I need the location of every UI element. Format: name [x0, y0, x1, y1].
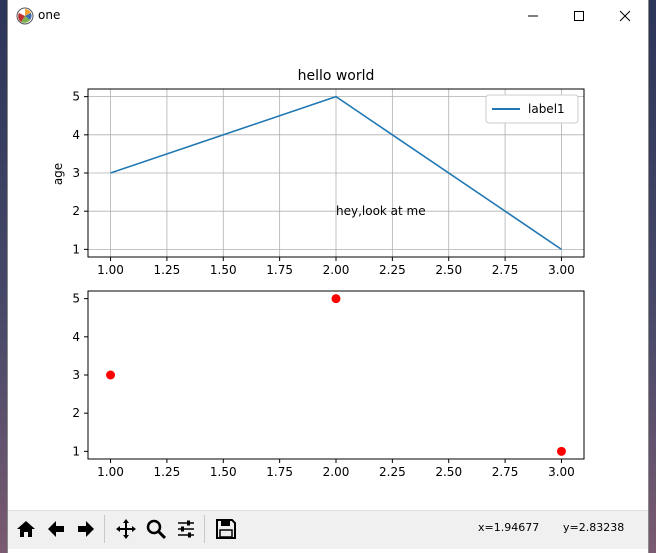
- save-icon: [216, 519, 236, 539]
- y-tick-label: 4: [72, 330, 80, 344]
- figure-canvas[interactable]: hello world age 1.00 1.25 1.50 1.75 2.00 2.25…: [8, 32, 648, 510]
- toolbar-separator: [204, 515, 205, 543]
- back-button[interactable]: [42, 515, 70, 543]
- maximize-icon: [574, 11, 584, 21]
- x-ticks: 1.00 1.25 1.50 1.75 2.00 2.25 2.50 2.75 3.00: [97, 459, 575, 479]
- legend: label1: [485, 94, 579, 124]
- title-bar[interactable]: one: [8, 0, 648, 32]
- x-tick-label: 1.00: [97, 465, 124, 479]
- y-tick-label: 3: [72, 368, 80, 382]
- x-tick-label: 1.25: [154, 263, 181, 277]
- scatter-point: [331, 294, 341, 304]
- y-tick-label: 1: [72, 242, 80, 256]
- y-tick-label: 5: [72, 292, 80, 306]
- figure-window: one hello world age 1.00 1.25 1.50 1.75 2.00…: [8, 0, 648, 553]
- x-tick-label: 1.50: [210, 263, 237, 277]
- y-ticks: 1 2 3 4 5: [72, 90, 88, 256]
- configure-subplots-button[interactable]: [172, 515, 200, 543]
- x-tick-label: 3.00: [548, 263, 575, 277]
- home-button[interactable]: [12, 515, 40, 543]
- plot-canvas[interactable]: hello world age 1.00 1.25 1.50 1.75 2.00 2.25…: [8, 32, 648, 510]
- legend-label: label1: [528, 102, 565, 116]
- back-arrow-icon: [48, 521, 64, 537]
- x-tick-label: 1.00: [97, 263, 124, 277]
- y-ticks: 1 2 3 4 5: [72, 292, 88, 458]
- x-tick-label: 2.00: [323, 263, 350, 277]
- x-tick-label: 2.75: [492, 263, 519, 277]
- top-subplot: hello world age 1.00 1.25 1.50 1.75 2.00 2.25…: [51, 68, 585, 277]
- scatter-point: [556, 446, 566, 456]
- matplotlib-logo-icon: [16, 7, 34, 25]
- configure-subplots-icon: [178, 520, 194, 538]
- x-tick-label: 2.00: [323, 465, 350, 479]
- data-line: [110, 95, 562, 251]
- x-tick-label: 2.25: [379, 465, 406, 479]
- x-tick-label: 3.00: [548, 465, 575, 479]
- pan-button[interactable]: [112, 515, 140, 543]
- y-tick-label: 2: [72, 406, 80, 420]
- forward-button[interactable]: [72, 515, 100, 543]
- x-tick-label: 2.50: [435, 263, 462, 277]
- forward-arrow-icon: [78, 521, 94, 537]
- home-icon: [17, 521, 35, 537]
- x-tick-label: 2.25: [379, 263, 406, 277]
- close-icon: [619, 10, 631, 22]
- x-tick-label: 2.75: [492, 465, 519, 479]
- y-tick-label: 5: [72, 90, 80, 104]
- x-tick-label: 1.75: [266, 465, 293, 479]
- scatter-point: [106, 370, 116, 380]
- axes-frame: [87, 290, 585, 460]
- close-button[interactable]: [602, 0, 648, 32]
- zoom-button[interactable]: [142, 515, 170, 543]
- x-tick-label: 1.25: [154, 465, 181, 479]
- x-tick-label: 1.50: [210, 465, 237, 479]
- chart-title: hello world: [298, 68, 375, 84]
- zoom-icon: [146, 519, 167, 540]
- y-tick-label: 2: [72, 204, 80, 218]
- window-title: one: [38, 8, 61, 22]
- x-tick-label: 1.75: [266, 263, 293, 277]
- scatter-points: [106, 294, 566, 456]
- series-line: [110, 95, 562, 251]
- maximize-button[interactable]: [556, 0, 602, 32]
- cursor-x-readout: x=1.94677: [478, 521, 540, 534]
- cursor-y-readout: y=2.83238: [563, 521, 625, 534]
- save-button[interactable]: [212, 515, 240, 543]
- y-axis-label: age: [51, 163, 65, 185]
- annotation-text: hey,look at me: [336, 204, 426, 218]
- move-icon: [116, 519, 136, 539]
- y-tick-label: 1: [72, 444, 80, 458]
- navigation-toolbar: x=1.94677 y=2.83238: [8, 510, 648, 549]
- y-tick-label: 3: [72, 166, 80, 180]
- bottom-subplot: 1.00 1.25 1.50 1.75 2.00 2.25 2.50 2.75 3.00 1 2 3…: [72, 290, 585, 479]
- x-ticks: 1.00 1.25 1.50 1.75 2.00 2.25 2.50 2.75 3.00: [97, 257, 575, 277]
- y-tick-label: 4: [72, 128, 80, 142]
- x-tick-label: 2.50: [435, 465, 462, 479]
- toolbar-separator: [104, 515, 105, 543]
- minimize-icon: [528, 15, 538, 17]
- minimize-button[interactable]: [510, 0, 556, 32]
